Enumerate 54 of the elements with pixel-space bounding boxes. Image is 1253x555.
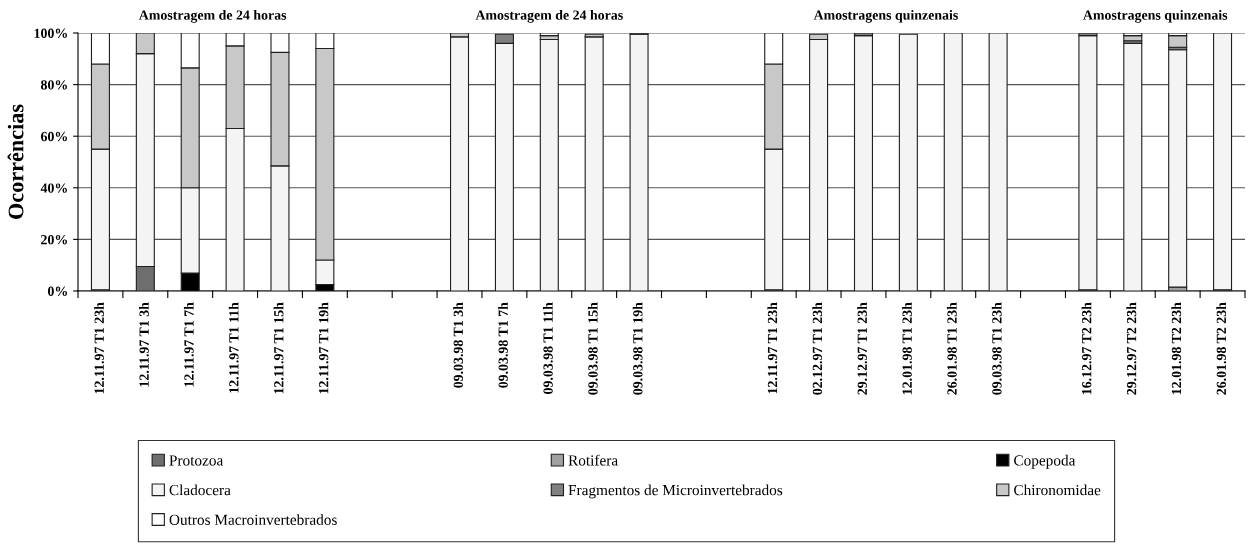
legend-label: Chironomidae [1014,484,1101,496]
x-tick-label: 12.11.97 T1 23h [94,302,104,394]
bar [1168,49,1188,288]
text: Amostragem de 24 horas [138,9,287,23]
legend-label: Rotifera [568,454,618,466]
x-tick-label: 12.01.98 T2 23h [1171,302,1182,395]
y-tick-label: 80% [40,80,67,90]
x-tick-label: 12.11.97 T1 15h [273,302,284,394]
bar [584,36,604,291]
bar [853,35,874,291]
bar [449,36,470,291]
bar [988,33,1008,291]
y-axis-title: Ocorrências [7,104,24,219]
bar [1168,35,1188,48]
bar [1078,35,1098,291]
x-tick-label: 09.03.98 T1 23h [991,302,1002,395]
bar [943,33,963,291]
x-tick-label: 12.11.97 T1 3h [139,302,149,387]
x-tick-label: 29.12.97 T1 23h [857,302,868,395]
y-tick-label: 20% [41,234,67,245]
x-tick-label: 09.03.98 T1 15h [587,302,598,395]
bar [539,38,559,291]
legend-label: Outros Macroinvertebrados [169,514,337,525]
x-tick-label: 16.12.97 T2 23h [1081,302,1092,395]
y-tick-label: 0% [47,286,67,296]
x-tick-label: 29.12.97 T2 23h [1126,302,1137,395]
x-tick-label: 09.03.98 T1 7h [498,302,508,388]
x-tick-label: 26.01.98 T1 23h [946,302,957,395]
y-tick-label: 60% [40,131,67,142]
bar [898,33,918,291]
x-tick-label: 12.11.97 T1 11h [228,302,239,393]
y-tick-label: 100% [34,28,67,38]
x-tick-label: 09.03.98 T1 3h [453,302,464,388]
bar [1123,33,1143,37]
bar [1123,42,1143,291]
bar [809,38,829,291]
x-tick-label: 09.03.98 T1 11h [542,302,553,394]
legend-label: Copepoda [1014,454,1076,469]
x-tick-label: 12.11.97 T1 19h [318,302,329,394]
x-tick-label: 12.01.98 T1 23h [902,302,912,395]
x-tick-label: 26.01.98 T2 23h [1216,302,1227,395]
x-tick-label: 09.03.98 T1 19h [632,302,643,395]
bar [629,33,649,291]
text: Amostragens quinzenais [813,9,958,23]
x-tick-label: 12.11.97 T1 23h [767,302,778,394]
y-tick-label: 40% [40,183,67,193]
legend-label: Cladocera [169,484,231,496]
text: Amostragem de 24 horas [475,9,623,23]
legend-label: Protozoa [169,455,224,466]
x-tick-label: 12.11.97 T1 7h [183,302,194,387]
x-tick-label: 02.12.97 T1 23h [812,302,823,395]
legend-label: Fragmentos de Microinvertebrados [568,484,783,499]
text: Amostragens quinzenais [1083,9,1228,23]
bar [1213,33,1233,291]
